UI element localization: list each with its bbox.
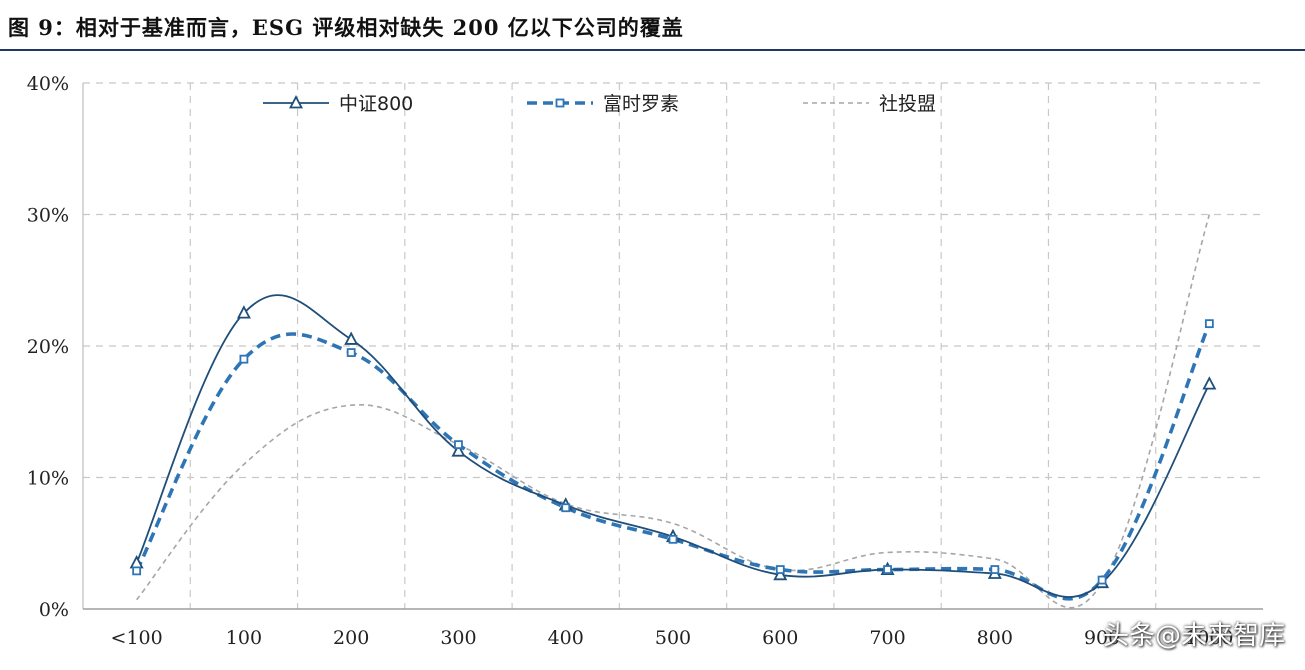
axes [82,83,1263,610]
y-tick-label: 20% [27,336,69,358]
x-tick-label: 600 [762,627,798,649]
data-point [344,331,359,345]
legend-label: 富时罗素 [603,93,679,115]
data-point [1204,319,1214,329]
data-point [1202,376,1217,390]
x-tick-label: <100 [111,627,163,649]
data-point [773,566,788,581]
data-point [451,443,466,457]
data-point [883,565,892,574]
legend-label: 中证800 [339,93,413,115]
data-point [990,565,1000,574]
y-tick-label: 30% [27,205,69,227]
x-tick-label: 400 [548,627,584,649]
series-markers [129,305,1217,589]
title-rule [0,49,1305,51]
series-line [135,294,1211,598]
legend-marker [555,98,565,108]
figure-title: 图 9：相对于基准而言，ESG 评级相对缺失 200 亿以下公司的覆盖 [8,15,684,40]
data-point [239,354,249,364]
y-tick-label: 10% [27,468,69,490]
data-point [561,503,571,513]
data-point [668,534,678,544]
legend-label: 社投盟 [879,93,936,115]
x-tick-label: 100 [226,627,262,649]
series-line [135,322,1212,601]
data-point [775,565,785,574]
legend: 中证800 富时罗素 社投盟 [263,93,936,115]
x-tick-label: 200 [333,627,369,649]
series-lines [135,214,1212,609]
legend-marker [289,95,303,109]
x-tick-label: 500 [655,627,691,649]
data-point [1097,575,1107,585]
data-point [132,566,142,576]
grid-lines [83,82,1263,609]
watermark: 头条@未来智库 [1102,621,1285,651]
x-tick-labels: <100 100 200 300 400 500 600 700 800 900 1000 [111,627,1234,649]
y-tick-label: 40% [27,73,69,95]
x-tick-label: 800 [977,627,1013,649]
x-tick-label: 700 [869,627,905,649]
series-line [136,214,1211,609]
y-tick-label: 0% [39,599,69,621]
y-tick-labels: 0% 10% 20% 30% 40% [27,73,69,621]
data-point [346,348,356,357]
data-point [236,305,251,319]
x-tick-label: 900 [1084,627,1120,649]
x-tick-label: 1000 [1185,627,1233,649]
data-point [454,440,463,450]
x-tick-label: 300 [440,627,476,649]
